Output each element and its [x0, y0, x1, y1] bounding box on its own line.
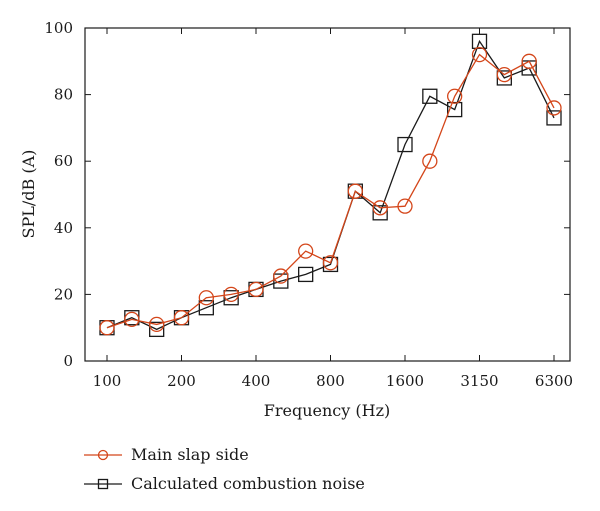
data-point	[372, 200, 388, 216]
data-point	[198, 290, 214, 306]
data-point	[521, 53, 537, 69]
series-main-slap-side	[99, 46, 562, 336]
legend-item-main-slap-side: Main slap side	[84, 445, 249, 464]
data-point	[397, 136, 413, 153]
data-point	[372, 205, 388, 221]
data-point	[273, 268, 289, 284]
data-point	[447, 101, 463, 118]
y-tick-label: 60	[54, 152, 73, 170]
legend-item-calculated-combustion-noise: Calculated combustion noise	[84, 474, 365, 493]
data-point	[422, 153, 438, 169]
data-point	[298, 243, 314, 259]
data-point	[546, 100, 562, 116]
data-point	[447, 88, 463, 104]
y-tick-label: 100	[44, 19, 73, 37]
data-point	[471, 33, 488, 49]
x-tick-label: 200	[167, 372, 196, 390]
data-point	[149, 316, 165, 333]
series-layer	[99, 33, 562, 338]
legend-marker-main-slap-side	[97, 449, 109, 461]
series-calculated-combustion-noise	[99, 33, 562, 338]
data-point	[298, 266, 314, 283]
data-point	[99, 320, 115, 336]
y-axis: 0 20 40 60 80 100	[44, 19, 570, 370]
data-point	[248, 281, 264, 298]
y-tick-label: 20	[54, 285, 73, 303]
x-tick-label: 400	[242, 372, 271, 390]
x-tick-label: 1600	[386, 372, 424, 390]
x-tick-label: 100	[93, 372, 122, 390]
data-point	[124, 311, 140, 328]
data-point	[173, 310, 190, 326]
legend: Main slap side Calculated combustion noi…	[84, 445, 365, 493]
data-point	[198, 300, 214, 316]
x-tick-label: 800	[316, 372, 345, 390]
x-axis-title: Frequency (Hz)	[264, 401, 391, 420]
data-point	[273, 273, 289, 289]
y-tick-label: 80	[54, 86, 73, 104]
data-point	[397, 198, 413, 214]
y-tick-label: 0	[63, 352, 73, 370]
data-point	[496, 66, 512, 83]
plot-frame	[84, 27, 571, 362]
data-point	[422, 88, 438, 104]
data-point	[223, 286, 239, 303]
legend-marker-calculated-combustion-noise	[97, 478, 109, 490]
x-tick-label: 6300	[535, 372, 573, 390]
x-tick-label: 3150	[460, 372, 498, 390]
legend-label-main-slap-side: Main slap side	[131, 445, 249, 464]
data-point	[223, 290, 239, 306]
y-axis-title: SPL/dB (A)	[19, 150, 38, 239]
data-point	[546, 110, 562, 126]
data-point	[149, 321, 165, 338]
series-line-calculated-combustion-noise	[106, 39, 555, 331]
data-point	[471, 46, 488, 63]
series-line-main-slap-side	[106, 53, 555, 329]
data-point	[347, 183, 363, 199]
x-axis: 100 200 400 800 1600 3150 6300	[93, 28, 573, 390]
y-tick-label: 40	[54, 219, 73, 237]
data-point	[322, 255, 339, 271]
legend-label-calculated-combustion-noise: Calculated combustion noise	[131, 474, 365, 493]
data-point	[496, 70, 512, 86]
